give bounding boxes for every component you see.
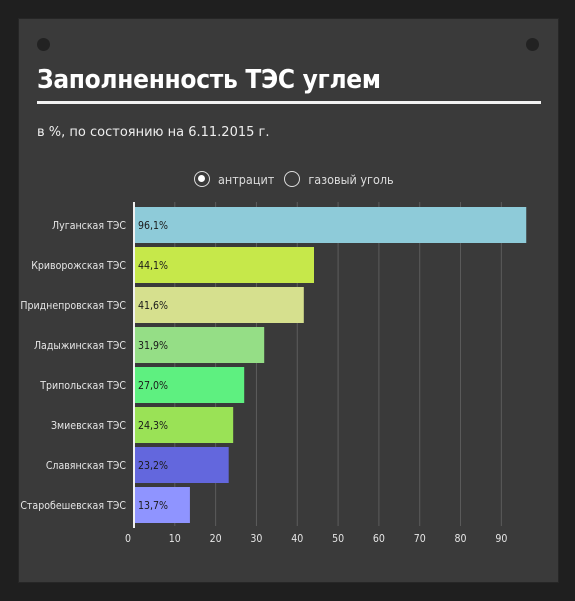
bar	[135, 247, 314, 283]
x-tick-label: 50	[332, 533, 344, 545]
radio-gas-coal[interactable]	[284, 171, 301, 187]
x-tick-label: 20	[210, 533, 222, 545]
bar	[135, 487, 190, 523]
bar-chart: 96,1% Луганская ТЭС 44,1% Криворожская ТЭС 4…	[20, 202, 527, 545]
data-label: 41,6%	[138, 300, 168, 312]
bar	[135, 367, 245, 403]
x-tick-label: 10	[169, 533, 181, 545]
category-label: Ладыжинская ТЭС	[34, 340, 126, 352]
radio-anthracite-label[interactable]: антрацит	[218, 171, 275, 187]
bar	[135, 287, 304, 323]
data-label: 24,3%	[138, 420, 168, 432]
x-tick-label: 70	[414, 533, 426, 545]
category-label: Приднепровская ТЭС	[20, 300, 126, 312]
chart-card: Заполненность ТЭС углем в %, по состояни…	[18, 18, 559, 583]
chart-subtitle: в %, по состоянию на 6.11.2015 г.	[37, 125, 270, 140]
bar	[135, 407, 234, 443]
x-tick-label: 30	[250, 533, 262, 545]
category-label: Криворожская ТЭС	[31, 260, 126, 272]
category-label: Славянская ТЭС	[46, 460, 127, 472]
x-tick-label: 60	[373, 533, 385, 545]
fuel-type-selector: антрацит газовый уголь	[194, 169, 404, 189]
bar	[135, 447, 229, 483]
category-label: Трипольская ТЭС	[39, 380, 126, 392]
title-underline	[37, 101, 541, 104]
data-label: 96,1%	[138, 220, 168, 232]
bar	[135, 207, 527, 243]
chart-title: Заполненность ТЭС углем	[37, 65, 381, 95]
data-label: 13,7%	[138, 500, 168, 512]
data-label: 44,1%	[138, 260, 168, 272]
bar	[135, 327, 265, 363]
x-tick-label: 40	[291, 533, 303, 545]
category-label: Луганская ТЭС	[52, 220, 126, 232]
data-label: 23,2%	[138, 460, 168, 472]
x-tick-label: 90	[495, 533, 507, 545]
data-label: 27,0%	[138, 380, 168, 392]
category-label: Змиевская ТЭС	[51, 420, 126, 432]
pin-right	[526, 38, 539, 51]
category-label: Старобешевская ТЭС	[20, 500, 126, 512]
pin-left	[37, 38, 50, 51]
radio-anthracite[interactable]	[194, 171, 210, 187]
x-tick-label: 0	[125, 533, 131, 545]
data-label: 31,9%	[138, 340, 168, 352]
x-tick-label: 80	[455, 533, 467, 545]
radio-gas-coal-label[interactable]: газовый уголь	[308, 171, 394, 187]
